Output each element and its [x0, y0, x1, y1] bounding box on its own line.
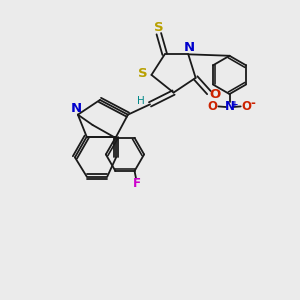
Text: -: - [250, 97, 255, 110]
Text: N: N [184, 41, 195, 54]
Text: N: N [224, 100, 235, 113]
Text: F: F [133, 177, 141, 190]
Text: H: H [137, 96, 145, 106]
Text: S: S [138, 67, 148, 80]
Text: O: O [242, 100, 252, 113]
Text: O: O [207, 100, 218, 113]
Text: S: S [154, 21, 164, 34]
Text: N: N [71, 102, 82, 115]
Text: +: + [231, 100, 238, 109]
Text: O: O [210, 88, 221, 101]
